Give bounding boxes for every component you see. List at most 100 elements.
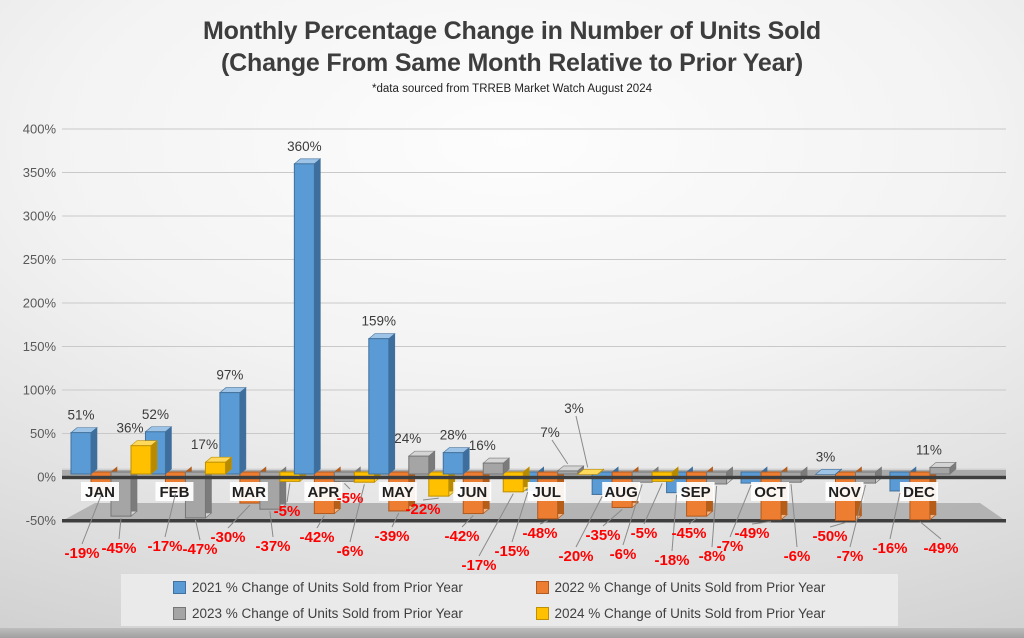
label-2024-apr: -6%	[337, 543, 364, 560]
label-2023-dec: 11%	[916, 442, 942, 457]
legend-label-2022: 2022 % Change of Units Sold from Prior Y…	[554, 579, 826, 595]
month-label-aug: AUG	[604, 484, 637, 501]
bar-2024-feb	[204, 461, 226, 475]
month-label-box-may	[378, 482, 417, 501]
bar-2021-jan	[70, 432, 92, 475]
bar-2024-jun	[502, 471, 524, 493]
label-2022-may: -39%	[374, 528, 409, 545]
month-label-dec: DEC	[903, 484, 935, 501]
label-2022-mar: -30%	[210, 529, 245, 546]
label-2021-dec-leader	[889, 492, 901, 540]
label-2024-jul-leader	[575, 415, 589, 468]
bar-2021-apr-side	[314, 158, 321, 475]
bar-2021-mar	[219, 392, 241, 475]
bar-2023-may	[408, 455, 430, 475]
label-2022-may-leader	[391, 512, 400, 528]
label-2023-apr: -5%	[337, 490, 364, 507]
label-2022-jun-leader	[461, 515, 474, 528]
slide-bottom-strip	[0, 628, 1024, 638]
bar-2021-apr	[293, 163, 315, 475]
label-2022-sep: -45%	[671, 525, 706, 542]
legend-item-2024: 2024 % Change of Units Sold from Prior Y…	[535, 605, 899, 621]
month-label-box-apr	[304, 482, 343, 501]
label-2024-may-leader	[422, 497, 439, 501]
month-label-box-nov	[825, 482, 864, 501]
label-2021-may: 159%	[362, 314, 397, 329]
y-tick-300: 300%	[23, 209, 57, 224]
month-label-nov: NOV	[828, 484, 861, 501]
chart-subtitle: (Change From Same Month Relative to Prio…	[221, 49, 803, 78]
legend-swatch-2024	[535, 606, 549, 620]
bar-2021-nov-side	[835, 468, 842, 476]
label-2022-oct-leader	[751, 521, 772, 525]
label-2021-mar: 97%	[216, 368, 243, 383]
label-2021-jun: 28%	[440, 428, 467, 443]
label-2023-nov-leader	[849, 484, 866, 548]
bar-2023-jul	[557, 470, 579, 475]
bar-2021-jan-side	[90, 426, 98, 475]
label-2022-apr: -42%	[299, 529, 334, 546]
label-2024-jan: 36%	[116, 421, 143, 436]
month-label-box-sep	[676, 482, 715, 501]
bar-2024-jan	[130, 445, 152, 475]
legend-label-2023: 2023 % Change of Units Sold from Prior Y…	[192, 605, 463, 621]
legend-swatch-2022	[535, 580, 549, 594]
label-2024-jun-leader	[478, 493, 514, 557]
y-tick-100: 100%	[23, 383, 57, 398]
label-2023-jul: 7%	[540, 425, 560, 440]
month-label-box-feb	[155, 482, 194, 501]
platform-top-edge	[62, 468, 1006, 470]
label-2024-feb: 17%	[191, 437, 218, 452]
legend-item-2022: 2022 % Change of Units Sold from Prior Y…	[535, 579, 899, 595]
label-2023-oct: -6%	[784, 548, 811, 565]
label-2023-jul-leader	[551, 439, 569, 465]
bar-2024-jul-side	[597, 468, 605, 476]
legend-item-2023: 2023 % Change of Units Sold from Prior Y…	[173, 606, 536, 621]
label-2024-may: -22%	[405, 501, 440, 518]
bar-2023-jun	[482, 462, 504, 475]
bar-2021-may	[368, 338, 390, 475]
label-2023-may: 24%	[394, 431, 421, 446]
label-2023-jan: -45%	[101, 540, 136, 557]
label-2021-feb: 52%	[142, 407, 169, 422]
label-2022-nov-leader	[829, 522, 846, 528]
label-2023-jan-leader	[118, 518, 122, 540]
label-2021-sep: -18%	[654, 552, 689, 569]
y-tick-50: 50%	[30, 426, 56, 441]
month-label-jan: JAN	[85, 484, 115, 501]
legend-label-2024: 2024 % Change of Units Sold from Prior Y…	[554, 605, 826, 621]
axis-line-neg50	[62, 519, 1006, 523]
month-label-box-jan	[81, 482, 119, 501]
label-2022-aug-leader	[602, 509, 623, 527]
label-2022-jul: -48%	[522, 525, 557, 542]
label-2023-apr-leader	[343, 482, 351, 490]
label-2023-feb: -47%	[182, 541, 217, 558]
month-label-apr: APR	[308, 484, 340, 501]
label-2023-mar-leader	[269, 511, 274, 538]
label-2022-oct: -49%	[734, 525, 769, 542]
label-2021-oct: -7%	[717, 538, 744, 555]
label-2021-jul-leader	[511, 491, 529, 543]
month-label-box-dec	[899, 482, 938, 501]
chart-title: Monthly Percentage Change in Number of U…	[202, 17, 822, 45]
label-2023-mar: -37%	[255, 538, 290, 555]
label-2022-dec: -49%	[923, 540, 958, 557]
label-2021-oct-leader	[729, 484, 752, 538]
label-2024-aug-leader	[643, 483, 663, 525]
bar-2023-dec	[929, 466, 951, 475]
label-2022-nov: -50%	[812, 528, 847, 545]
bar-2021-mar-side	[239, 386, 247, 475]
legend-swatch-2021	[173, 580, 186, 594]
title-block: Monthly Percentage Change in Number of U…	[0, 16, 1024, 95]
label-2023-aug-leader	[622, 484, 643, 546]
label-2023-oct-leader	[790, 484, 798, 548]
label-2022-mar-leader	[227, 504, 251, 529]
label-2021-jul: -15%	[494, 543, 529, 560]
month-label-sep: SEP	[681, 484, 711, 501]
bar-2023-feb-side	[205, 466, 212, 519]
label-2021-aug-leader	[575, 496, 603, 548]
bar-2021-may-side	[388, 333, 396, 475]
legend-swatch-2023	[173, 606, 186, 620]
month-label-jun: JUN	[457, 484, 487, 501]
